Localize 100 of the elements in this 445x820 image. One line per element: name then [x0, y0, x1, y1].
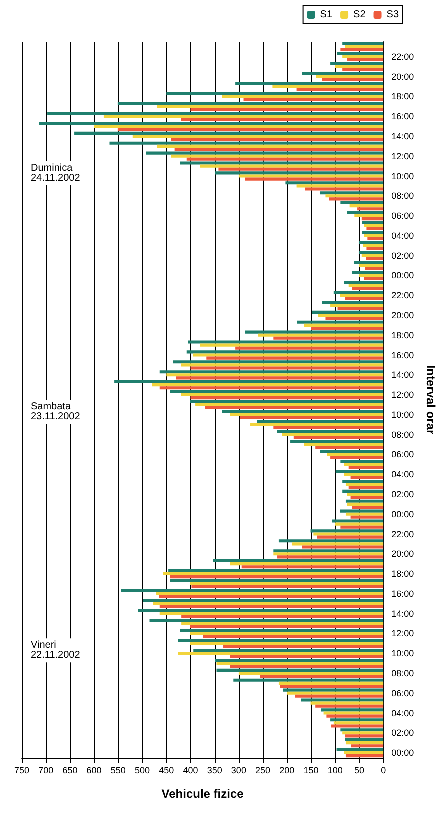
bar	[186, 350, 384, 354]
bar	[311, 326, 384, 330]
bar	[118, 128, 384, 132]
bar	[236, 82, 384, 86]
bar	[181, 394, 384, 397]
bar	[350, 476, 384, 480]
bar	[366, 247, 384, 250]
bar	[178, 639, 384, 642]
y-tick-label: 14:00	[392, 608, 414, 619]
x-tick-label: 500	[135, 766, 150, 776]
bar	[302, 546, 384, 549]
y-tick-label: 22:00	[392, 52, 414, 62]
bar	[166, 92, 384, 96]
bar	[245, 178, 384, 181]
bar	[330, 304, 384, 308]
bar	[180, 629, 384, 632]
bar	[283, 688, 384, 692]
legend-label: S1	[320, 10, 333, 20]
bar	[332, 724, 384, 728]
bar	[351, 744, 384, 748]
x-tick-label: 600	[86, 766, 102, 776]
y-tick-label: 04:00	[392, 230, 414, 241]
bar	[170, 390, 384, 394]
y-tick-label: 02:00	[392, 489, 414, 500]
bar	[364, 234, 384, 238]
bar	[330, 456, 384, 460]
bar	[358, 208, 384, 211]
bar	[330, 62, 384, 66]
bar	[364, 277, 384, 280]
legend-label: S3	[386, 10, 400, 20]
bar	[159, 595, 384, 598]
bar	[368, 237, 384, 240]
bar	[240, 416, 384, 420]
bar	[238, 174, 384, 178]
y-axis-title: Interval orar	[424, 365, 438, 436]
x-tick-label: 350	[207, 766, 222, 776]
bar	[326, 714, 384, 718]
bar	[362, 218, 384, 221]
bar	[230, 665, 384, 668]
bar	[143, 599, 384, 602]
bar	[358, 241, 384, 244]
y-tick-label: 06:00	[392, 450, 414, 460]
bar	[190, 642, 384, 646]
bar	[365, 267, 384, 270]
bar	[344, 752, 384, 755]
bar	[295, 694, 384, 698]
bar	[190, 366, 384, 370]
bar	[110, 142, 384, 145]
annotation: Sambata 23.11.2002	[31, 402, 81, 422]
bar	[118, 102, 384, 106]
bar	[335, 522, 384, 526]
bar	[305, 188, 384, 191]
bar	[114, 380, 384, 384]
bar	[218, 168, 384, 171]
y-tick-label: 12:00	[392, 151, 414, 162]
bar	[278, 556, 384, 559]
x-tick-label: 200	[280, 766, 295, 776]
bar	[181, 118, 384, 122]
y-tick-label: 00:00	[392, 509, 414, 520]
bar	[344, 473, 384, 476]
bar	[340, 48, 384, 52]
y-tick-label: 10:00	[392, 648, 414, 659]
y-tick-label: 20:00	[392, 549, 414, 560]
bar	[320, 192, 384, 195]
bar	[318, 314, 384, 317]
bar	[230, 413, 384, 416]
bar	[213, 560, 384, 563]
bar	[345, 297, 384, 300]
bar	[340, 202, 384, 205]
bar	[346, 742, 384, 745]
bar	[354, 214, 384, 218]
bar	[363, 244, 384, 248]
bar	[347, 492, 384, 496]
y-tick-label: 18:00	[392, 92, 414, 102]
bar	[193, 354, 384, 357]
bar	[340, 510, 384, 513]
bar	[230, 655, 384, 658]
y-tick-label: 20:00	[392, 310, 414, 320]
bar	[344, 281, 384, 284]
bar	[296, 184, 384, 188]
bar	[216, 662, 384, 666]
bar	[236, 346, 384, 350]
bar	[345, 734, 384, 738]
x-tick-label: 100	[328, 766, 343, 776]
x-tick-label: 0	[381, 766, 386, 776]
x-tick-label: 400	[183, 766, 198, 776]
bar	[296, 88, 384, 92]
bar	[340, 526, 384, 529]
bar	[301, 698, 384, 702]
bar	[346, 500, 384, 503]
bar	[190, 400, 384, 404]
y-tick-label: 10:00	[392, 171, 414, 182]
x-axis-title: Vehicule fizice	[162, 787, 244, 801]
bar	[156, 105, 384, 108]
bar	[326, 316, 384, 320]
bar	[322, 78, 384, 82]
bar	[346, 754, 384, 758]
bar	[345, 738, 384, 742]
bar	[196, 403, 384, 406]
bar	[342, 55, 384, 58]
